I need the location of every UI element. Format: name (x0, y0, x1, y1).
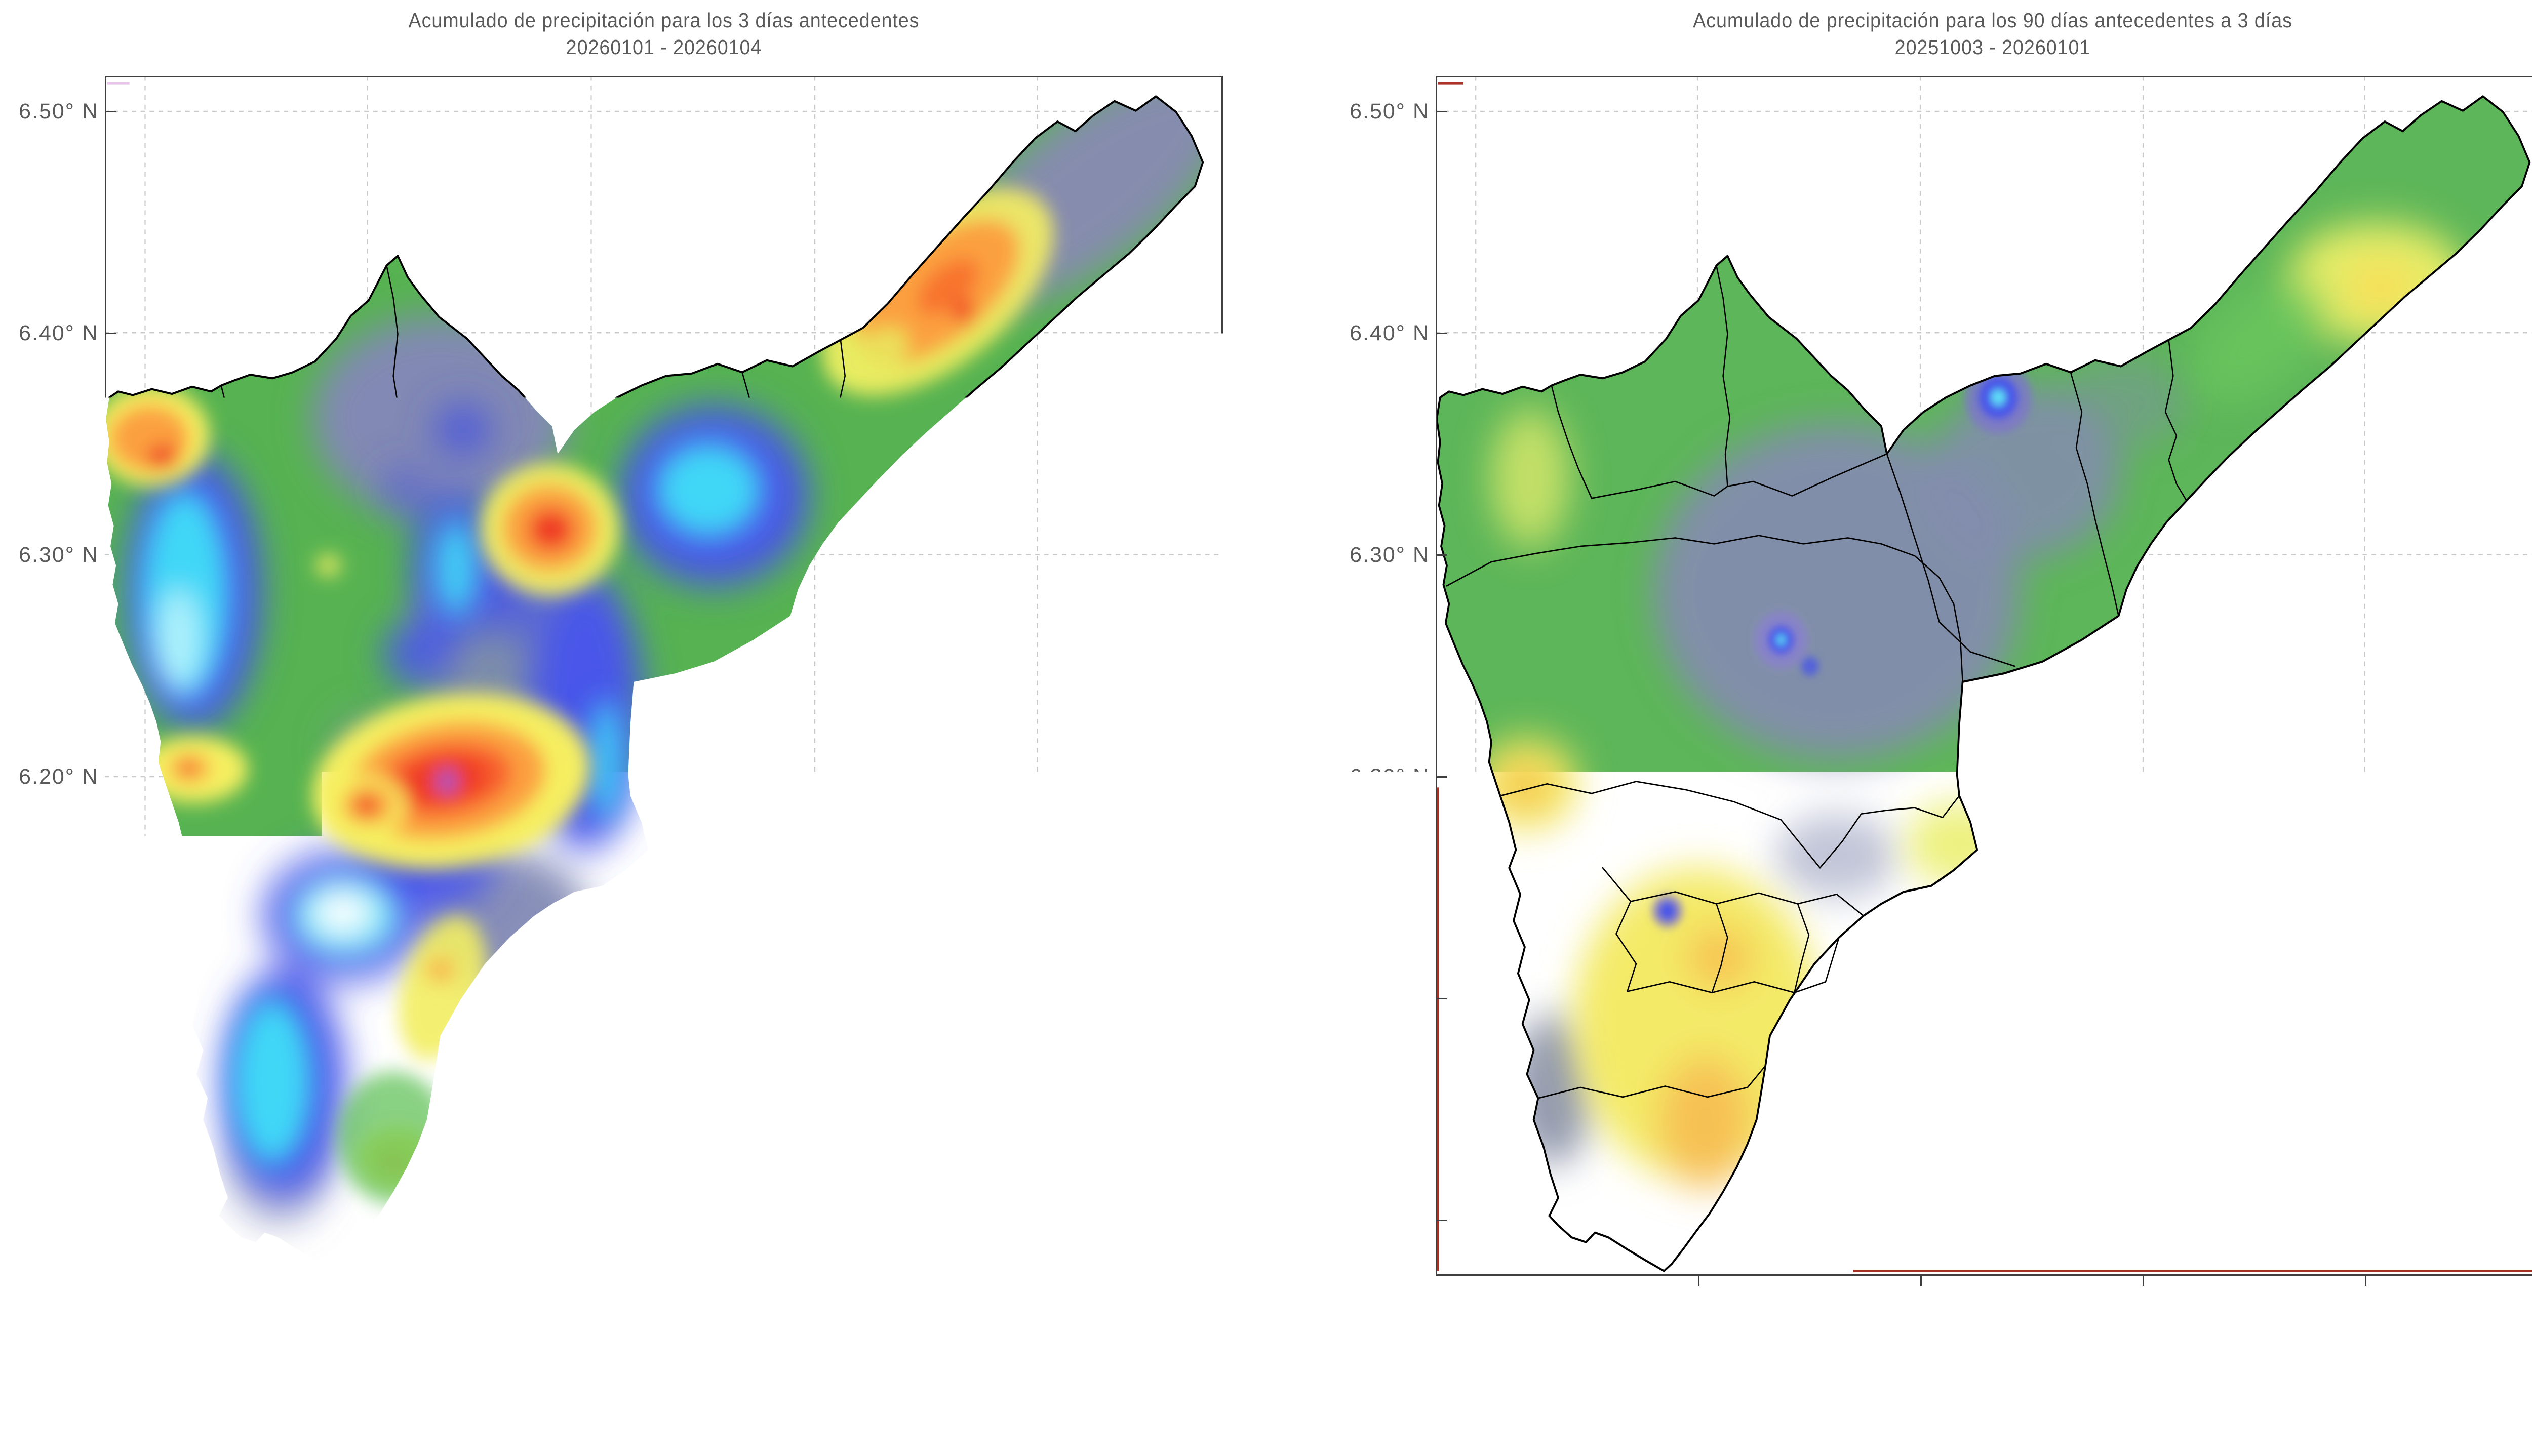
right-ylabel-640: 6.40° N (1343, 321, 1430, 346)
left-ytick-4 (105, 998, 116, 999)
left-ytick-0 (105, 111, 116, 112)
left-xtick-0 (145, 1276, 147, 1286)
right-ylabel-630: 6.30° N (1343, 543, 1430, 568)
right-xtick-1 (1698, 1276, 1699, 1286)
left-ylabel-630: 6.30° N (13, 543, 99, 568)
right-ytick-2 (1436, 554, 1447, 556)
right-colorbar (1430, 1338, 2532, 1366)
left-cbar-tick-60: 60 (716, 1376, 797, 1401)
left-title-line2: 20260101 - 20260104 (149, 34, 1178, 61)
left-colorbar (106, 1338, 1209, 1366)
left-plot-frame (105, 76, 1223, 1276)
right-xlabel-7560: 75.60° W (1637, 1288, 1759, 1313)
right-xtick-4 (2365, 1276, 2366, 1286)
right-cbar-tick-300: 300 (1741, 1376, 1822, 1401)
right-plot-frame (1436, 76, 2532, 1276)
right-ylabel-600: 6.00° N (1343, 1208, 1430, 1233)
right-ylabel-620: 6.20° N (1343, 764, 1430, 789)
left-xlabel-7540: 75.40° W (754, 1288, 875, 1313)
right-cbar-tick-100: 100 (1538, 1376, 1619, 1401)
left-ytick-5 (105, 1220, 116, 1221)
figure-canvas: Acumulado de precipitación para los 3 dí… (0, 0, 2532, 1456)
left-ylabel-610: 6.10° N (13, 986, 99, 1011)
right-xlabel-7570: 75.70° W (1415, 1288, 1536, 1313)
right-xtick-0 (1476, 1276, 1477, 1286)
left-xtick-1 (368, 1276, 370, 1286)
left-cbar-tick-100: 100 (1118, 1376, 1199, 1401)
right-title-line2: 20251003 - 20260101 (1480, 34, 2505, 61)
left-ylabel-650: 6.50° N (13, 99, 99, 124)
left-cbar-tick-50: 50 (616, 1376, 697, 1401)
left-cbar-tick-80: 80 (917, 1376, 998, 1401)
left-xlabel-7550: 75.50° W (531, 1288, 652, 1313)
left-xlabel-7570: 75.70° W (85, 1288, 206, 1313)
right-plot-title: Acumulado de precipitación para los 90 d… (1480, 7, 2505, 61)
right-ylabel-650: 6.50° N (1343, 99, 1430, 124)
right-cbar-tick-400: 400 (1842, 1376, 1923, 1401)
right-xtick-2 (1920, 1276, 1922, 1286)
right-ytick-4 (1436, 998, 1447, 999)
right-cbar-tick-1000: 1000 (2449, 1376, 2530, 1401)
right-xlabel-7540: 75.40° W (2082, 1288, 2203, 1313)
left-ytick-2 (105, 554, 116, 556)
right-xtick-3 (2143, 1276, 2144, 1286)
left-xlabel-7530: 75.30° W (977, 1288, 1098, 1313)
right-ytick-0 (1436, 111, 1447, 112)
left-cbar-tick-40: 40 (516, 1376, 597, 1401)
right-ylabel-610: 6.10° N (1343, 986, 1430, 1011)
right-ytick-5 (1436, 1220, 1447, 1221)
left-ytick-1 (105, 333, 116, 334)
right-cbar-tick-500: 500 (1943, 1376, 2024, 1401)
right-ytick-1 (1436, 333, 1447, 334)
right-cbar-tick-800: 800 (2247, 1376, 2328, 1401)
right-title-line1: Acumulado de precipitación para los 90 d… (1480, 7, 2505, 34)
right-cbar-label: Acumulado Precipitación [mm] (1480, 1411, 2505, 1444)
right-cbar-tick-600: 600 (2044, 1376, 2125, 1401)
left-xtick-4 (1038, 1276, 1039, 1286)
right-xlabel-7550: 75.50° W (1860, 1288, 1981, 1313)
right-ytick-3 (1436, 776, 1447, 778)
left-ylabel-600: 6.00° N (13, 1208, 99, 1233)
left-ylabel-640: 6.40° N (13, 321, 99, 346)
left-plot-title: Acumulado de precipitación para los 3 dí… (149, 7, 1178, 61)
left-ytick-3 (105, 776, 116, 778)
left-title-line1: Acumulado de precipitación para los 3 dí… (149, 7, 1178, 34)
right-cbar-tick-700: 700 (2146, 1376, 2227, 1401)
left-cbar-label: Acumulado Precipitación [mm] (149, 1411, 1178, 1444)
right-xlabel-7530: 75.30° W (2304, 1288, 2426, 1313)
left-xtick-2 (591, 1276, 593, 1286)
right-cbar-tick-900: 900 (2348, 1376, 2429, 1401)
right-cbar-tick-0: 0 (1437, 1376, 1518, 1401)
left-ylabel-620: 6.20° N (13, 764, 99, 789)
left-xtick-3 (814, 1276, 816, 1286)
right-cbar-tick-200: 200 (1640, 1376, 1721, 1401)
left-xlabel-7560: 75.60° W (307, 1288, 429, 1313)
